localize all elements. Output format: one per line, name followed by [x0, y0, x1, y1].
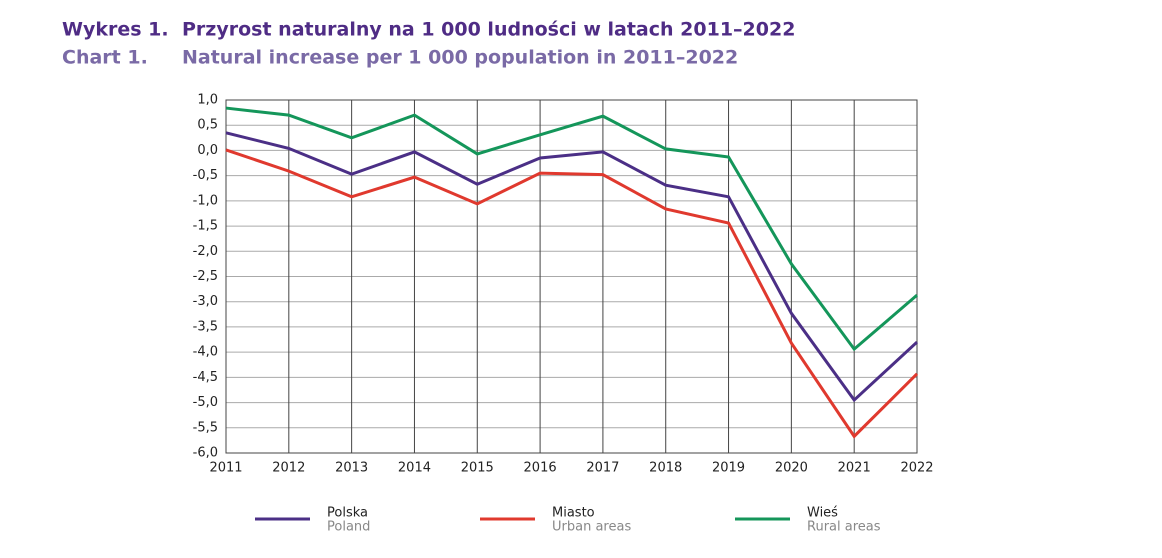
y-tick-label: -2,0: [193, 244, 218, 259]
y-tick-label: -3,0: [193, 294, 218, 309]
x-tick-label: 2015: [461, 461, 494, 476]
legend-label: Wieś: [807, 506, 838, 521]
series-line: [225, 131, 919, 403]
y-tick-label: -2,5: [193, 269, 218, 284]
title-label: Wykres 1.: [62, 19, 169, 41]
chart-title: Przyrost naturalny na 1 000 ludności w l…: [182, 19, 795, 41]
legend-label: Miasto: [552, 506, 595, 521]
x-tick-label: 2012: [272, 461, 305, 476]
legend-label-en: Rural areas: [807, 520, 881, 535]
series-line: [225, 148, 919, 439]
y-tick-label: -1,0: [193, 193, 218, 208]
x-tick-label: 2019: [712, 461, 745, 476]
y-tick-label: -0,5: [193, 168, 218, 183]
y-tick-label: 0,5: [197, 118, 218, 133]
plot-border: [225, 99, 918, 454]
y-tick-label: -1,5: [193, 219, 218, 234]
y-tick-label: -6,0: [193, 446, 218, 461]
legend-label-en: Poland: [327, 520, 370, 535]
x-tick-label: 2011: [209, 461, 242, 476]
y-tick-label: -5,5: [193, 420, 218, 435]
x-tick-label: 2022: [900, 461, 933, 476]
x-tick-label: 2020: [775, 461, 808, 476]
series-line: [225, 106, 918, 352]
x-tick-label: 2021: [838, 461, 871, 476]
y-tick-label: 1,0: [197, 93, 218, 108]
y-tick-label: -4,0: [193, 345, 218, 360]
subtitle-label: Chart 1.: [62, 47, 148, 69]
y-tick-label: 0,0: [197, 143, 218, 158]
chart-subtitle: Natural increase per 1 000 population in…: [182, 47, 738, 69]
x-tick-label: 2017: [586, 461, 619, 476]
y-tick-label: -3,5: [193, 319, 218, 334]
x-tick-label: 2016: [524, 461, 557, 476]
x-tick-label: 2014: [398, 461, 431, 476]
x-tick-label: 2013: [335, 461, 368, 476]
x-tick-label: 2018: [649, 461, 682, 476]
y-tick-label: -5,0: [193, 395, 218, 410]
y-tick-label: -4,5: [193, 370, 218, 385]
legend-label-en: Urban areas: [552, 520, 631, 535]
legend-label: Polska: [327, 506, 368, 521]
